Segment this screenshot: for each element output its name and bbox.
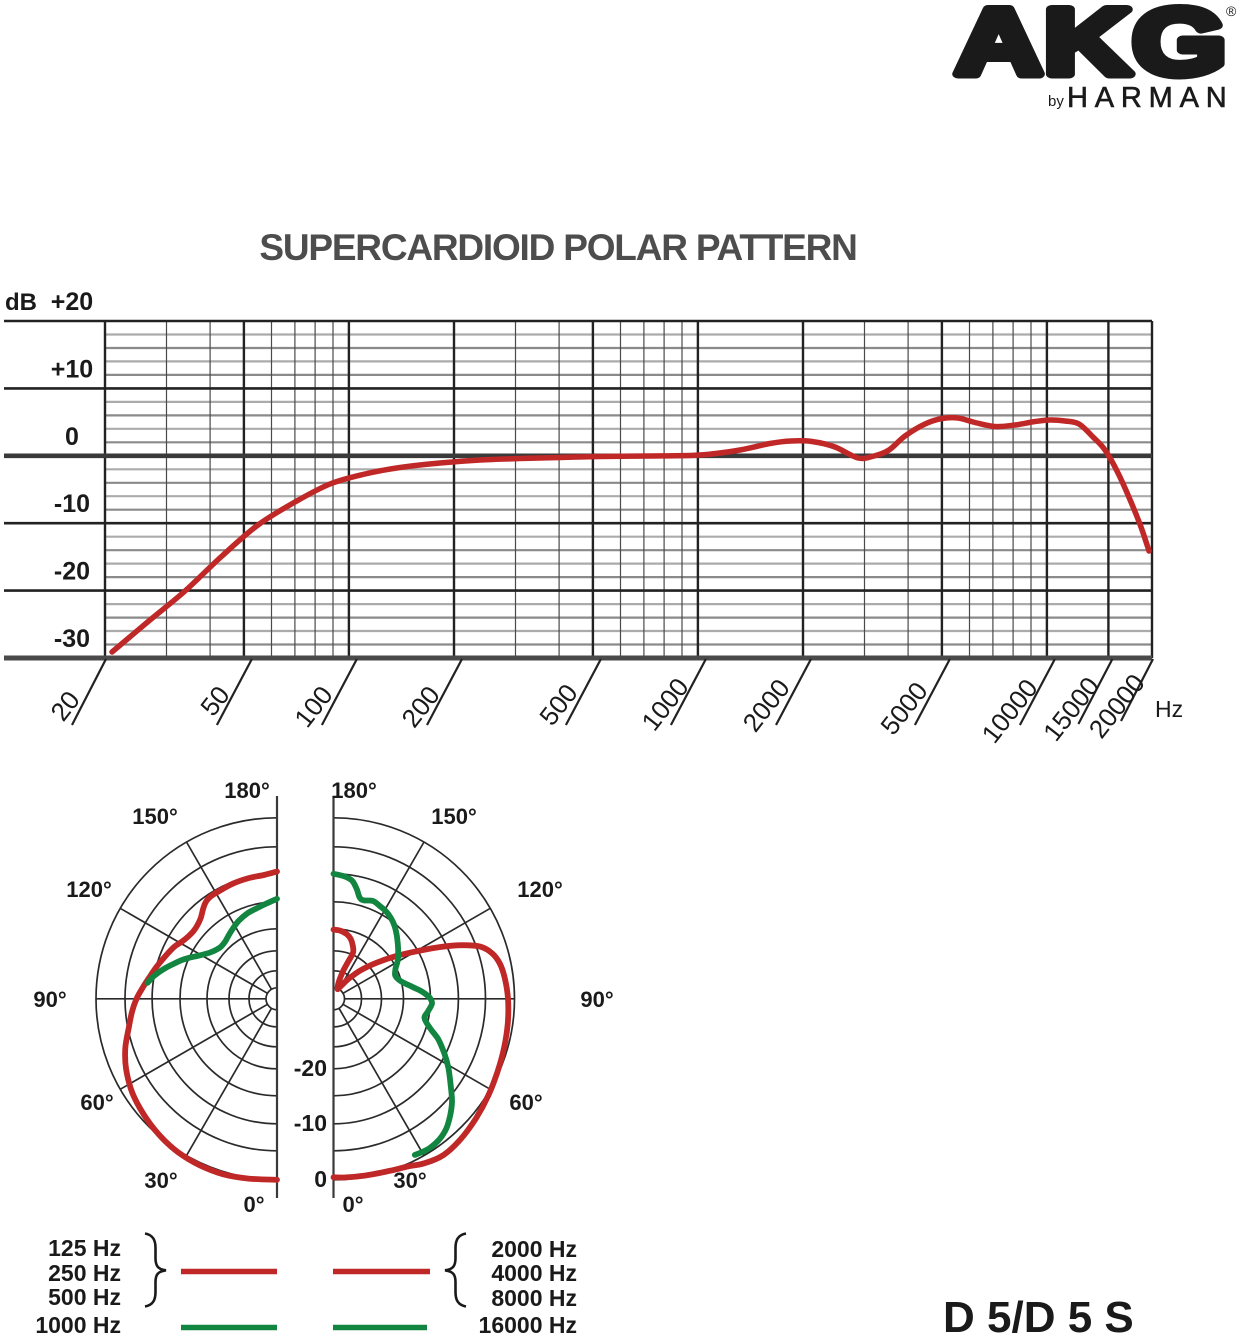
svg-text:+10: +10: [51, 355, 93, 383]
svg-text:D 5/D 5 S: D 5/D 5 S: [943, 1293, 1134, 1342]
svg-text:+20: +20: [51, 288, 93, 316]
svg-text:-30: -30: [54, 625, 90, 653]
svg-text:150°: 150°: [132, 804, 178, 829]
svg-text:-20: -20: [294, 1055, 327, 1081]
svg-text:250 Hz: 250 Hz: [48, 1260, 121, 1286]
svg-text:1000 Hz: 1000 Hz: [35, 1312, 121, 1338]
svg-text:125 Hz: 125 Hz: [48, 1235, 121, 1261]
svg-text:60°: 60°: [80, 1090, 113, 1115]
svg-text:120°: 120°: [517, 877, 563, 902]
svg-text:90°: 90°: [33, 987, 66, 1012]
svg-text:16000 Hz: 16000 Hz: [479, 1312, 577, 1338]
svg-text:0: 0: [65, 423, 79, 451]
svg-text:SUPERCARDIOID POLAR PATTERN: SUPERCARDIOID POLAR PATTERN: [259, 227, 856, 268]
svg-text:0°: 0°: [243, 1192, 264, 1217]
svg-text:by: by: [1048, 93, 1064, 110]
svg-text:4000 Hz: 4000 Hz: [491, 1260, 577, 1286]
svg-text:180°: 180°: [331, 778, 377, 803]
svg-text:AKG: AKG: [955, 0, 1228, 94]
svg-text:30°: 30°: [393, 1168, 426, 1193]
svg-text:®: ®: [1226, 3, 1237, 19]
svg-text:dB: dB: [5, 289, 37, 316]
svg-text:2000 Hz: 2000 Hz: [491, 1236, 577, 1262]
svg-text:-10: -10: [294, 1110, 327, 1136]
svg-text:HARMAN: HARMAN: [1067, 82, 1233, 114]
svg-text:500 Hz: 500 Hz: [48, 1284, 121, 1310]
svg-text:90°: 90°: [580, 987, 613, 1012]
svg-text:0: 0: [314, 1166, 327, 1192]
svg-text:60°: 60°: [509, 1090, 542, 1115]
svg-text:150°: 150°: [431, 804, 477, 829]
svg-text:0°: 0°: [342, 1192, 363, 1217]
svg-text:8000 Hz: 8000 Hz: [491, 1285, 577, 1311]
svg-text:-20: -20: [54, 558, 90, 586]
svg-text:-10: -10: [54, 490, 90, 518]
svg-text:180°: 180°: [224, 778, 270, 803]
svg-text:Hz: Hz: [1155, 696, 1183, 722]
svg-text:120°: 120°: [66, 877, 112, 902]
svg-text:30°: 30°: [144, 1168, 177, 1193]
